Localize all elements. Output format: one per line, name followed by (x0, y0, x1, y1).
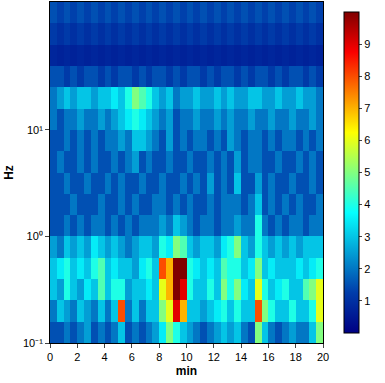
svg-text:3: 3 (364, 231, 370, 243)
svg-text:20: 20 (317, 351, 329, 363)
svg-text:1: 1 (364, 295, 370, 307)
svg-text:2: 2 (74, 351, 80, 363)
svg-text:10⁻¹: 10⁻¹ (23, 337, 43, 349)
svg-text:4: 4 (364, 198, 370, 210)
svg-text:14: 14 (235, 351, 247, 363)
svg-text:2: 2 (364, 263, 370, 275)
svg-text:5: 5 (364, 166, 370, 178)
svg-text:4: 4 (102, 351, 108, 363)
svg-text:Hz: Hz (2, 165, 16, 180)
svg-text:8: 8 (364, 70, 370, 82)
svg-text:10: 10 (180, 351, 192, 363)
svg-text:16: 16 (262, 351, 274, 363)
svg-text:6: 6 (129, 351, 135, 363)
svg-text:7: 7 (364, 102, 370, 114)
svg-text:9: 9 (364, 38, 370, 50)
svg-text:min: min (176, 364, 197, 378)
svg-text:10⁰: 10⁰ (27, 230, 43, 242)
svg-text:6: 6 (364, 134, 370, 146)
svg-text:8: 8 (156, 351, 162, 363)
svg-text:10¹: 10¹ (27, 124, 43, 136)
svg-text:18: 18 (290, 351, 302, 363)
svg-text:0: 0 (47, 351, 53, 363)
svg-text:12: 12 (208, 351, 220, 363)
